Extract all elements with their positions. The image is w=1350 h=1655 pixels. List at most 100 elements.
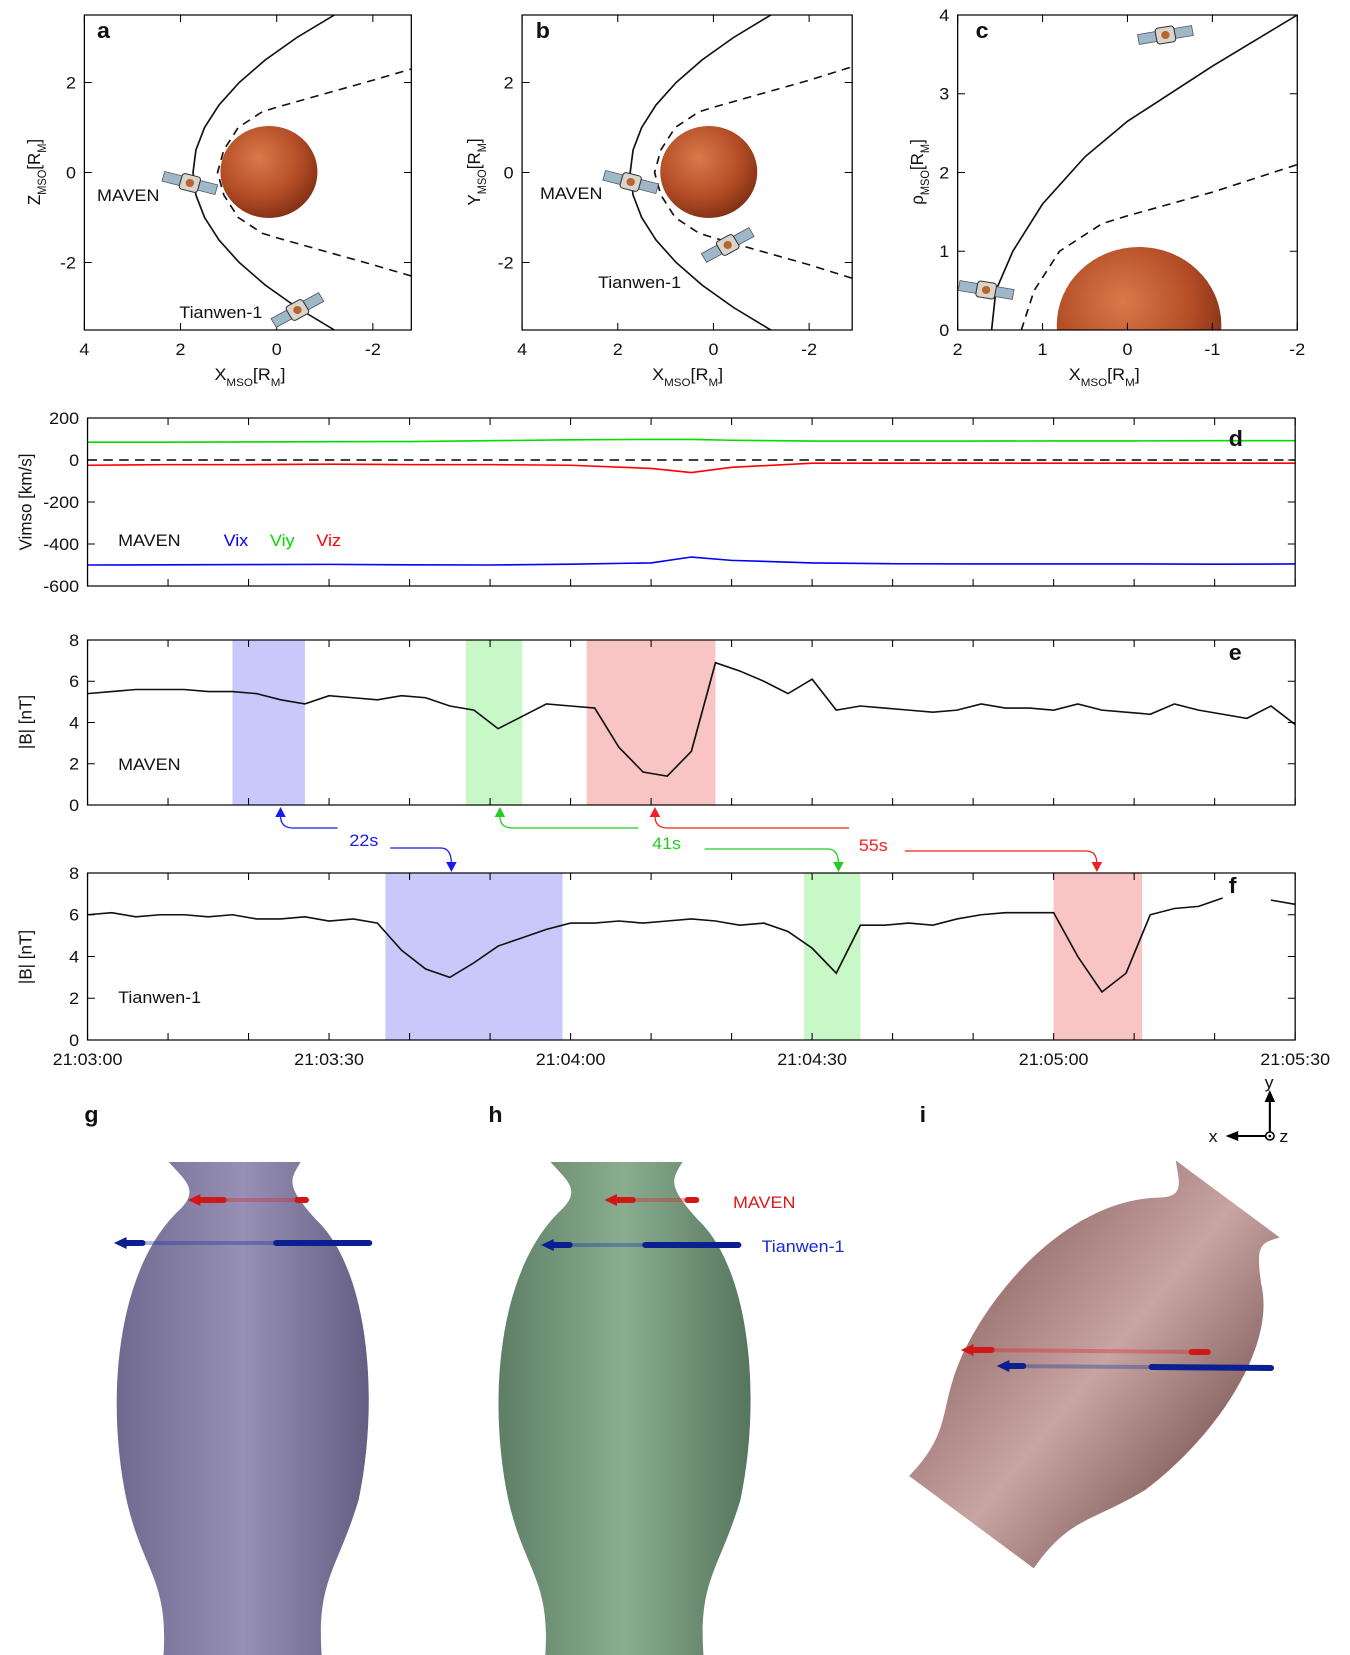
- y-tick-label: 8: [69, 863, 79, 882]
- x-axis-label: XMSO[RM]: [652, 364, 723, 388]
- highlight-span: [232, 640, 304, 805]
- y-tick-label: 2: [504, 73, 514, 92]
- x-tick-label: 1: [1038, 339, 1048, 358]
- y-tick-label: 0: [69, 795, 79, 814]
- x-tick-label: 21:04:30: [777, 1049, 847, 1068]
- data-line: [88, 439, 1296, 442]
- x-tick-label: 2: [613, 339, 623, 358]
- lag-label: 55s: [859, 835, 888, 854]
- lag-arrow: [655, 816, 849, 828]
- lag-arrow: [500, 816, 638, 828]
- y-tick-label: 0: [69, 1030, 79, 1049]
- y-tick-label: 1: [939, 242, 949, 261]
- y-tick-label: -2: [60, 253, 76, 272]
- lag-label: 41s: [652, 833, 681, 852]
- panel-label: c: [976, 19, 989, 43]
- label-part: [R: [1107, 364, 1125, 383]
- y-tick-label: 0: [504, 163, 514, 182]
- spacecraft-icon: [269, 290, 325, 330]
- arrow-head: [1092, 862, 1103, 872]
- panel-label: e: [1229, 641, 1242, 665]
- x-tick-label: -2: [801, 339, 817, 358]
- y-tick-label: 4: [69, 947, 79, 966]
- annotation: Tianwen-1: [598, 272, 681, 291]
- spacecraft-icon: [1137, 23, 1194, 48]
- lag-label: 22s: [349, 830, 378, 849]
- arrow-head: [495, 807, 506, 817]
- y-tick-label: 200: [49, 408, 79, 427]
- label-part: [R: [906, 153, 927, 170]
- x-tick-label: 4: [517, 339, 527, 358]
- flux-tube-render: [117, 1162, 369, 1655]
- highlight-span: [587, 640, 716, 805]
- label-part: ]: [1135, 364, 1140, 383]
- label-part: MSO: [664, 377, 691, 389]
- label-part: M: [477, 143, 489, 152]
- legend-label: Tianwen-1: [761, 1236, 844, 1255]
- flux-tube-render: [872, 1130, 1333, 1596]
- highlight-span: [466, 640, 522, 805]
- mars-layer: [220, 126, 1221, 403]
- plot-frame: [88, 418, 1296, 586]
- panel-label: h: [488, 1103, 502, 1127]
- y-axis-label: ρMSO[RM]: [906, 139, 932, 205]
- label-part: Y: [463, 194, 484, 206]
- panel-label: i: [920, 1103, 926, 1127]
- annotation: MAVEN: [118, 530, 180, 549]
- label-part: M: [37, 144, 49, 153]
- mars: [220, 126, 317, 218]
- label-part: ]: [280, 364, 285, 383]
- y-tick-label: 2: [939, 163, 949, 182]
- x-tick-label: 4: [79, 339, 89, 358]
- spacecraft-icon: [161, 169, 218, 198]
- flux-tube-render: [498, 1162, 750, 1655]
- lag-arrow: [705, 849, 839, 864]
- label-part: M: [1125, 377, 1135, 389]
- legend-entry: Viz: [316, 530, 341, 549]
- x-tick-label: 2: [953, 339, 963, 358]
- annotation: MAVEN: [97, 185, 159, 204]
- y-tick-label: 2: [66, 73, 76, 92]
- highlight-span: [1054, 873, 1143, 1040]
- lag-arrow: [281, 816, 338, 828]
- spacecraft-icon: [958, 278, 1015, 303]
- panel-label: a: [97, 19, 110, 43]
- x-tick-label: 21:04:00: [536, 1049, 606, 1068]
- arrow-head: [650, 807, 661, 817]
- x-tick-label: -2: [1289, 339, 1305, 358]
- y-tick-label: 6: [69, 905, 79, 924]
- y-axis-label: |B| [nT]: [15, 695, 36, 749]
- y-tick-label: -2: [498, 253, 514, 272]
- panel-label: b: [536, 19, 550, 43]
- label-part: [R: [24, 153, 45, 170]
- figure: -202420-2XMSO[RM]ZMSO[RM]aMAVENTianwen-1…: [0, 0, 1350, 1655]
- y-tick-label: 0: [66, 163, 76, 182]
- x-tick-label: 21:05:00: [1019, 1049, 1089, 1068]
- arrow-head: [275, 807, 286, 817]
- y-axis-label: |B| [nT]: [15, 930, 36, 984]
- label-part: [R: [463, 152, 484, 169]
- label-part: M: [708, 377, 718, 389]
- y-tick-label: -600: [43, 576, 79, 595]
- label-part: X: [652, 364, 664, 383]
- y-axis-label: YMSO[RM]: [463, 138, 489, 205]
- highlight-span: [385, 873, 562, 1040]
- x-tick-label: 0: [708, 339, 718, 358]
- data-line: [88, 463, 1296, 472]
- annotation: MAVEN: [118, 754, 180, 773]
- label-part: MSO: [477, 169, 489, 194]
- spacecraft-icon: [700, 225, 756, 265]
- label-part: MSO: [1081, 377, 1108, 389]
- annotation: Tianwen-1: [118, 987, 201, 1006]
- y-tick-label: 2: [69, 754, 79, 773]
- x-tick-label: -2: [365, 339, 381, 358]
- panel-label: f: [1229, 874, 1237, 898]
- y-tick-label: 3: [939, 84, 949, 103]
- axis-name: x: [1209, 1126, 1218, 1145]
- label-part: M: [920, 144, 932, 153]
- annotation: Tianwen-1: [179, 302, 262, 321]
- y-tick-label: -200: [43, 492, 79, 511]
- legend-entry: Vix: [224, 530, 249, 549]
- x-tick-label: 0: [1122, 339, 1132, 358]
- y-tick-label: 8: [69, 630, 79, 649]
